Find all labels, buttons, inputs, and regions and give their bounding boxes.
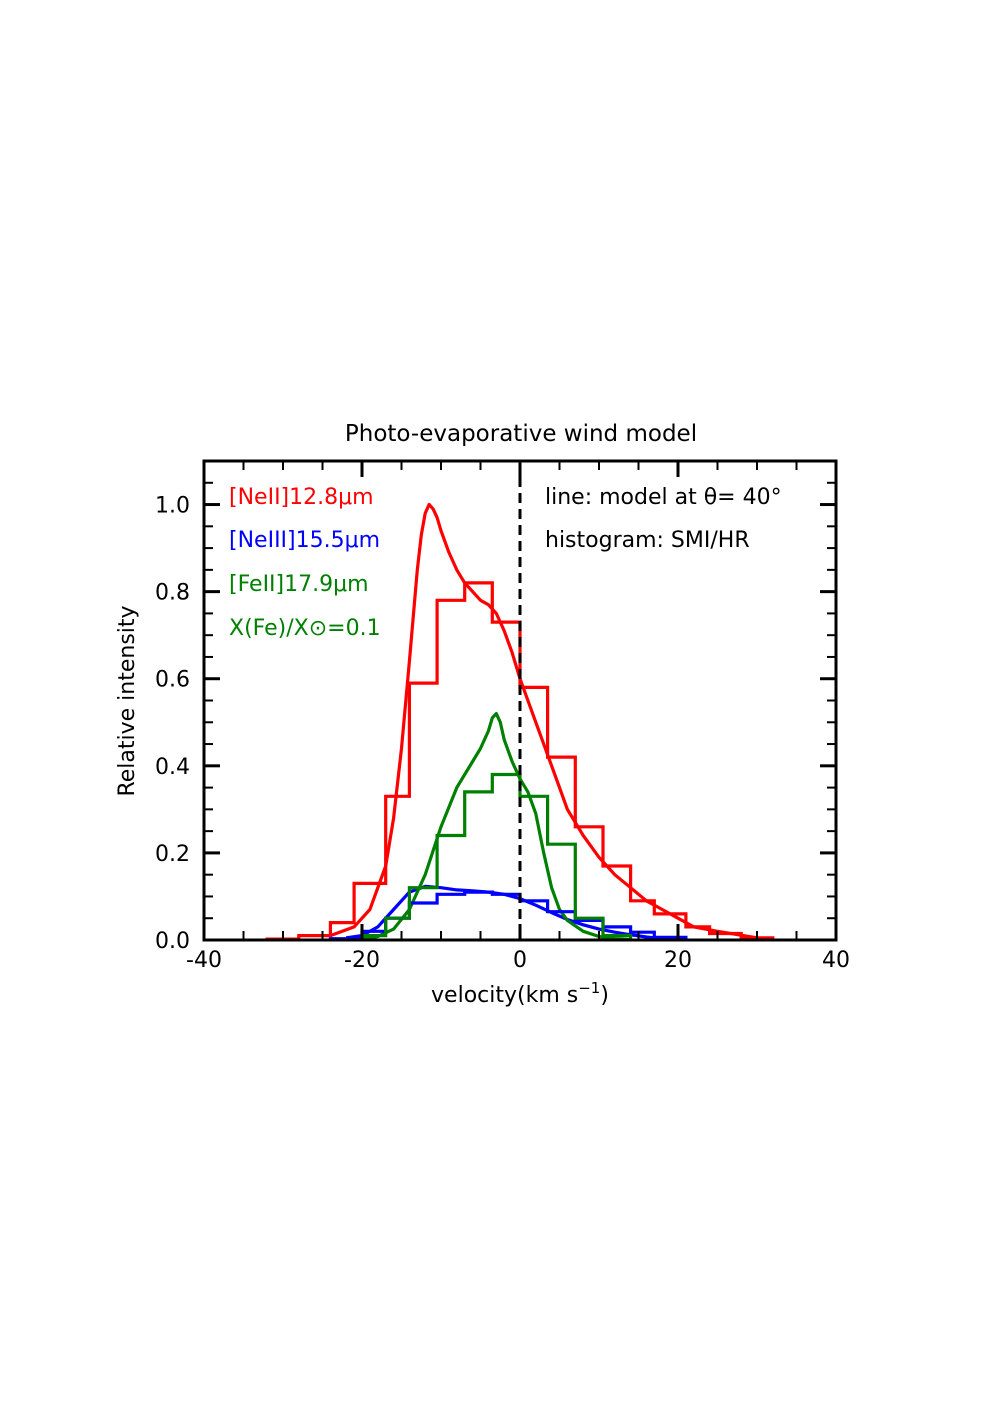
series-line-2 [361,712,631,942]
x-tick-label: -40 [186,948,222,973]
x-axis-label-tail: ) [600,983,609,1008]
chart-title: Photo-evaporative wind model [345,421,697,447]
series-layer [265,502,775,942]
y-tick-label: 1.0 [155,494,190,519]
x-tick-label: 0 [513,948,527,973]
legend-abundance: X(Fe)/X⊙=0.1 [229,616,381,641]
x-axis-label: velocity(km s−1) [431,979,609,1008]
y-tick-label: 0.0 [155,929,190,954]
y-tick-label: 0.4 [155,755,190,780]
annotation-histogram: histogram: SMI/HR [545,528,750,553]
x-axis-label-sup: −1 [578,979,600,997]
legend-neiii: [NeIII]15.5μm [229,528,380,553]
series-step-5 [360,772,633,940]
y-tick-label: 0.2 [155,842,190,867]
annotation-model: line: model at θ= 40° [545,485,782,510]
series-line-0 [329,502,758,940]
y-axis-label: Relative intensity [115,605,140,796]
legend-neii: [NeII]12.8μm [229,485,374,510]
x-axis-label-main: velocity(km s [431,983,578,1008]
ticks-layer: -40 -20 0 20 40 0.0 0.2 0.4 0.6 0.8 1.0 [155,461,850,973]
y-tick-label: 0.6 [155,668,190,693]
x-tick-label: 20 [664,948,692,973]
x-tick-label: 40 [822,948,850,973]
legend-feii: [FeII]17.9μm [229,572,369,597]
x-tick-label: -20 [344,948,380,973]
y-tick-label: 0.8 [155,581,190,606]
